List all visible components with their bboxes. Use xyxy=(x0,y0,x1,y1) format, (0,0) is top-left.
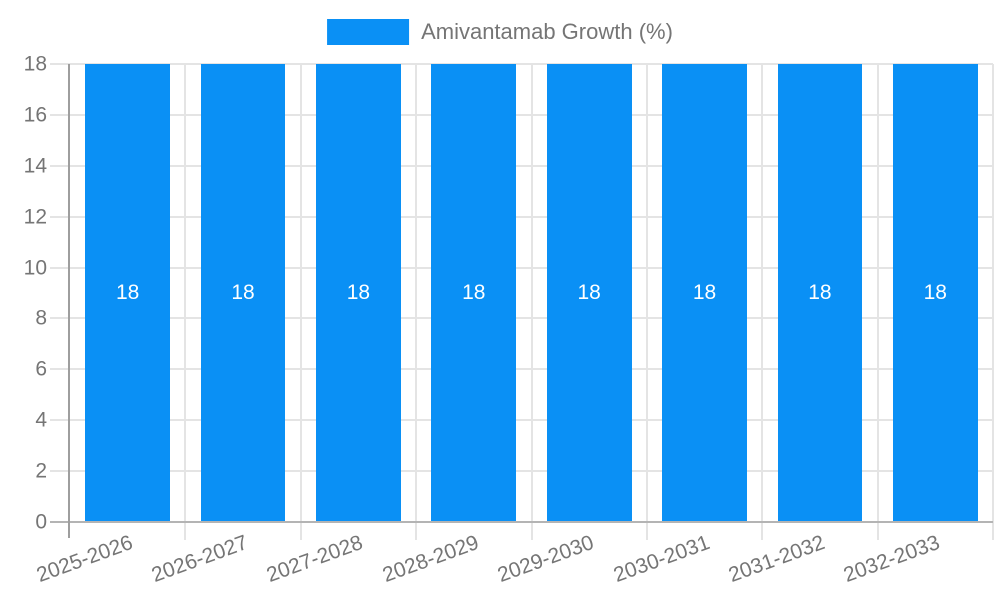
y-tick-label: 18 xyxy=(23,52,47,76)
x-tick-label: 2026-2027 xyxy=(148,531,251,587)
y-tick-label: 8 xyxy=(35,306,47,330)
y-tick-label: 16 xyxy=(23,103,47,127)
gridline xyxy=(50,419,993,422)
bar-value-label: 18 xyxy=(346,281,371,304)
gridline xyxy=(50,215,993,218)
y-tick-label: 10 xyxy=(23,256,47,280)
y-tick-label: 12 xyxy=(23,205,47,229)
bar-value-label: 18 xyxy=(808,281,832,304)
x-tick-label: 2028-2029 xyxy=(379,531,482,587)
gridline xyxy=(50,470,993,473)
x-axis-labels: 2025-2026 2026-2027 2027-2028 2028-2029 2029… xyxy=(33,531,993,600)
gridline xyxy=(50,368,993,371)
bar[interactable]: 18 xyxy=(316,64,401,522)
y-tick-label: 6 xyxy=(35,357,47,381)
category-boundary-gridline xyxy=(992,64,994,540)
gridline xyxy=(50,113,993,116)
bar[interactable]: 18 xyxy=(85,64,171,522)
plot-area: 18 18 18 18 18 18 18 18 xyxy=(50,63,994,540)
gridline xyxy=(50,317,993,320)
y-tick-label: 0 xyxy=(35,510,47,534)
x-tick-label: 2031-2032 xyxy=(725,531,828,587)
category-boundary-gridline xyxy=(299,64,302,540)
bar[interactable]: 18 xyxy=(431,64,517,522)
y-axis-labels: 0 2 4 6 8 10 12 14 16 18 xyxy=(0,54,47,533)
bar-value-label: 18 xyxy=(115,281,140,304)
legend-label: Amivantamab Growth (%) xyxy=(421,19,673,44)
legend-swatch xyxy=(327,19,410,45)
bar[interactable]: 18 xyxy=(662,64,747,522)
category-boundary-gridline xyxy=(415,64,418,540)
bar-value-label: 18 xyxy=(923,281,947,304)
y-tick-label: 4 xyxy=(35,408,47,432)
x-tick-label: 2032-2033 xyxy=(840,531,944,587)
category-boundary-gridline xyxy=(876,64,879,540)
bar[interactable]: 18 xyxy=(777,64,863,522)
gridline xyxy=(50,266,993,269)
category-boundary-gridline xyxy=(530,64,533,540)
x-axis-line xyxy=(50,521,993,523)
x-tick-label: 2027-2028 xyxy=(264,531,367,587)
y-tick-label: 14 xyxy=(23,154,47,178)
y-tick-label: 2 xyxy=(35,459,47,483)
category-boundary-gridline xyxy=(761,64,764,540)
bar[interactable]: 18 xyxy=(892,64,978,522)
gridline xyxy=(50,164,993,167)
bar-value-label: 18 xyxy=(462,281,486,304)
gridline xyxy=(50,63,993,65)
category-boundary-gridline xyxy=(645,64,648,540)
bar[interactable]: 18 xyxy=(546,64,632,522)
bar-value-label: 18 xyxy=(692,281,717,304)
legend: Amivantamab Growth (%) xyxy=(327,19,673,45)
x-tick-label: 2025-2026 xyxy=(33,531,136,587)
bar-value-label: 18 xyxy=(231,281,255,304)
bar-value-label: 18 xyxy=(577,281,601,304)
category-boundary-gridline xyxy=(184,64,187,540)
x-tick-label: 2030-2031 xyxy=(610,531,713,587)
x-tick-label: 2029-2030 xyxy=(494,531,598,587)
bar[interactable]: 18 xyxy=(200,64,286,522)
y-axis-line xyxy=(68,64,70,538)
